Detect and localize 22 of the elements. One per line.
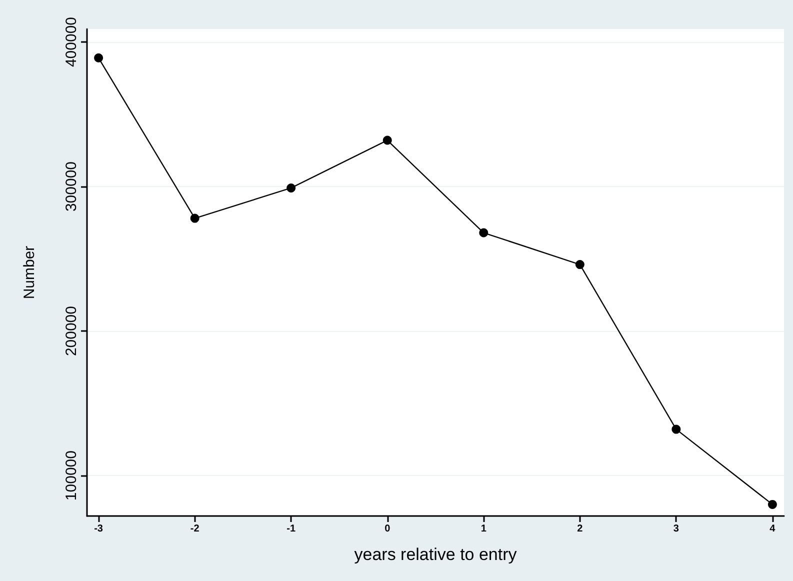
y-axis-title: Number xyxy=(21,246,38,300)
x-tick-label: 0 xyxy=(384,524,391,534)
point xyxy=(479,228,488,238)
point xyxy=(94,53,104,62)
x-tick-label: 4 xyxy=(770,524,776,534)
point xyxy=(382,136,392,145)
y-tick-label: 300000 xyxy=(63,161,80,212)
point xyxy=(768,500,777,509)
x-tick-label: -1 xyxy=(286,524,296,534)
point xyxy=(672,424,681,434)
y-tick-label: 100000 xyxy=(63,450,80,501)
x-tick-label: -3 xyxy=(94,524,104,534)
y-tick-label: 200000 xyxy=(63,306,80,356)
point xyxy=(575,260,584,270)
x-axis-title: years relative to entry xyxy=(354,545,518,564)
y-tick-label: 400000 xyxy=(63,16,80,68)
x-tick-label: 3 xyxy=(673,524,680,534)
point xyxy=(190,214,200,223)
x-tick-label: -2 xyxy=(190,524,200,534)
point xyxy=(286,183,296,192)
x-tick-label: 1 xyxy=(480,524,487,534)
x-tick-label: 2 xyxy=(577,524,584,534)
